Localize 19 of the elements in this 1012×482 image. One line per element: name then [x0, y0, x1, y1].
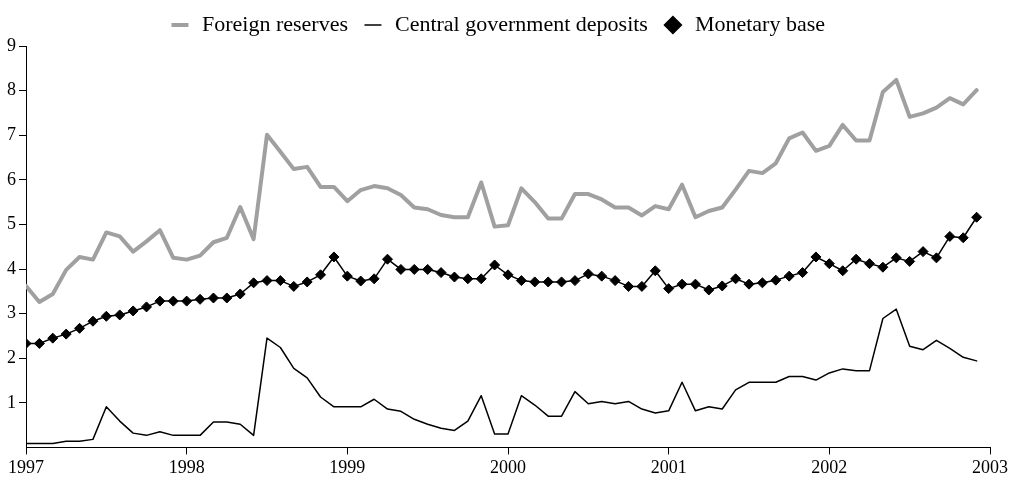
x-tick-label: 2001 — [650, 456, 687, 477]
x-tick-label: 1999 — [329, 456, 366, 477]
x-tick-label: 2003 — [972, 456, 1008, 477]
y-tick-label: 6 — [7, 168, 16, 189]
y-tick-label: 5 — [7, 213, 16, 234]
y-tick-label: 3 — [7, 302, 16, 323]
y-tick-label: 8 — [7, 79, 16, 100]
y-tick-label: 9 — [7, 34, 16, 55]
y-tick-label: 1 — [7, 391, 16, 412]
x-tick-label: 1997 — [8, 456, 44, 477]
legend-label: Monetary base — [694, 10, 826, 36]
legend-label: Central government deposits — [394, 10, 648, 36]
x-tick-label: 2002 — [811, 456, 848, 477]
x-tick-label: 1998 — [168, 456, 205, 477]
legend-label: Foreign reserves — [201, 10, 348, 36]
y-tick-label: 4 — [7, 257, 16, 278]
x-tick-label: 2000 — [490, 456, 526, 477]
y-tick-label: 2 — [7, 346, 16, 367]
y-tick-label: 7 — [7, 123, 16, 144]
